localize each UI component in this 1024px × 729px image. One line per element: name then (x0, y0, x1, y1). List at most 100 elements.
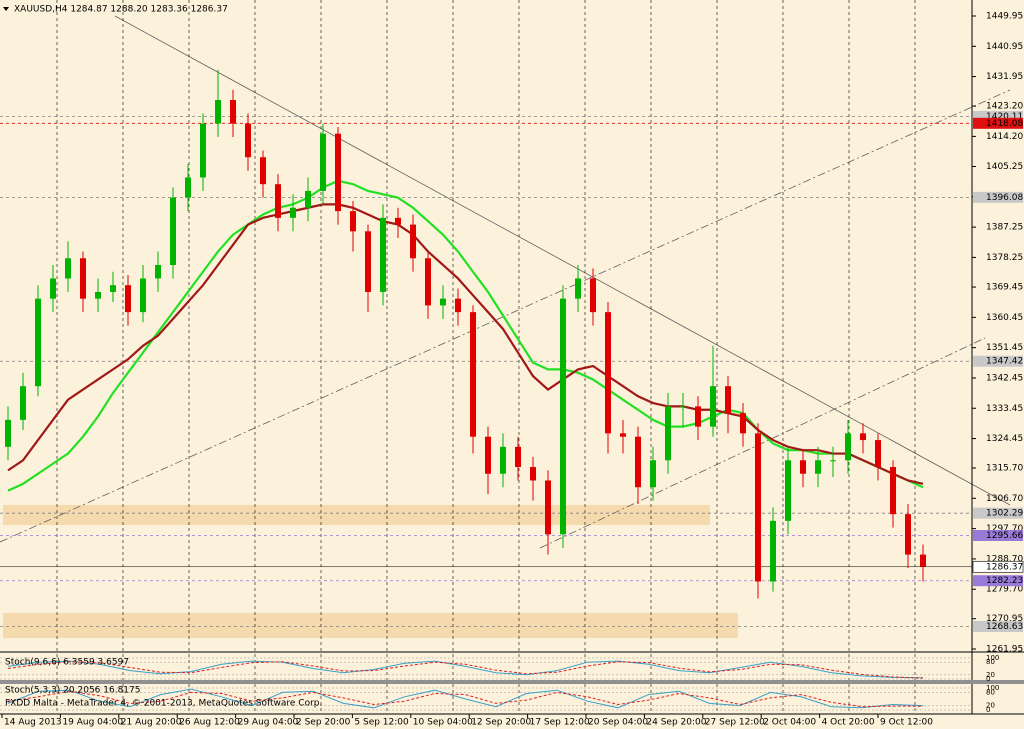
candle-body (170, 197, 176, 265)
candle-body (620, 433, 626, 437)
level-label-box (973, 191, 1023, 203)
y-tick-label: 1279.70 (986, 585, 1023, 595)
candle-body (365, 231, 371, 292)
level-label: 1418.08 (986, 119, 1023, 129)
x-tick-label: 17 Sep 12:00 (530, 718, 590, 728)
candle-body (650, 460, 656, 488)
indicator-title: Stoch(5,3,3) 20.2056 16.8175 (5, 686, 140, 696)
candle-body (905, 514, 911, 555)
support-zone (3, 505, 710, 525)
level-label: 1295.66 (986, 531, 1023, 541)
y-tick-label: 1333.45 (986, 404, 1023, 414)
candle-body (35, 298, 41, 387)
level-label-box (973, 621, 1023, 633)
candle-body (440, 298, 446, 306)
y-tick-label: 1440.95 (986, 42, 1023, 52)
y-tick-label: 1414.20 (986, 132, 1023, 142)
candle-body (875, 440, 881, 468)
x-tick-label: 5 Sep 12:00 (354, 718, 409, 728)
candle-body (5, 419, 11, 447)
candle-body (710, 386, 716, 427)
candle-body (140, 278, 146, 313)
candle-body (245, 123, 251, 158)
y-tick-label: 1324.45 (986, 434, 1023, 444)
copyright: FXDD Malta - MetaTrader 4, © 2001-2013, … (5, 699, 322, 709)
candle-body (545, 480, 551, 535)
y-tick-label: 1423.20 (986, 102, 1023, 112)
indicator-line (7, 690, 924, 708)
x-tick-label: 2 Oct 04:00 (763, 718, 816, 728)
level-label-box (973, 117, 1023, 129)
y-tick-label: 1297.70 (986, 524, 1023, 534)
y-tick-label: 1431.95 (986, 72, 1023, 82)
candle-body (395, 217, 401, 225)
y-tick-label: 20 (986, 671, 995, 679)
level-label-box (973, 575, 1023, 587)
candle-body (845, 433, 851, 461)
candle-body (560, 298, 566, 535)
x-tick-label: 29 Aug 04:00 (238, 718, 299, 728)
y-tick-label: 0 (986, 675, 990, 683)
candle-body (740, 413, 746, 434)
candle-body (155, 264, 161, 279)
x-tick-label: 14 Aug 2013 (4, 718, 62, 728)
support-zone (3, 613, 738, 638)
candle-body (755, 433, 761, 582)
x-tick-label: 20 Sep 04:00 (588, 718, 648, 728)
level-label: 1396.08 (986, 193, 1023, 203)
candle-body (65, 258, 71, 279)
candle-body (605, 312, 611, 434)
candle-body (95, 291, 101, 299)
candle-body (110, 285, 116, 292)
y-tick-label: 1387.25 (986, 223, 1023, 233)
candle-body (425, 258, 431, 306)
candle-body (725, 386, 731, 414)
candle-body (920, 554, 926, 567)
x-tick-label: 19 Aug 04:00 (62, 718, 123, 728)
trendline (0, 89, 1011, 543)
indicator-line (7, 661, 924, 679)
candle-body (665, 406, 671, 461)
candle-body (185, 177, 191, 198)
y-tick-label: 80 (986, 658, 995, 666)
level-label: 1268.63 (986, 622, 1023, 632)
y-tick-label: 1449.95 (986, 12, 1023, 22)
candle-body (590, 278, 596, 313)
candle-body (215, 100, 221, 124)
indicator-line (7, 688, 924, 709)
x-tick-label: 24 Sep 20:00 (646, 718, 706, 728)
candle-body (680, 406, 686, 408)
y-tick-label: 1270.95 (986, 614, 1023, 624)
indicator-line (7, 660, 924, 679)
chart-title: XAUUSD,H4 1284.87 1288.20 1283.36 1286.3… (14, 5, 228, 15)
candle-body (380, 217, 386, 292)
moving-average (7, 203, 924, 485)
level-label-box (973, 529, 1023, 541)
y-tick-label: 1261.95 (986, 645, 1023, 655)
menu-arrow (3, 7, 9, 11)
y-tick-label: 1342.45 (986, 373, 1023, 383)
candle-body (20, 386, 26, 420)
x-tick-label: 9 Oct 12:00 (880, 718, 933, 728)
candle-body (695, 406, 701, 427)
level-label: 1302.29 (986, 509, 1023, 519)
indicator-title: Stoch(9,6,6) 6.3559 3.6597 (5, 658, 129, 668)
level-label-box (973, 355, 1023, 367)
candle-body (275, 184, 281, 218)
trendline (114, 15, 1011, 506)
candle-body (800, 460, 806, 474)
candle-body (230, 100, 236, 124)
candle-body (320, 133, 326, 191)
candle-body (305, 190, 311, 208)
candle-body (290, 207, 296, 218)
y-tick-label: 1360.45 (986, 313, 1023, 323)
y-tick-label: 100 (986, 654, 999, 662)
candle-body (80, 258, 86, 299)
candle-body (410, 224, 416, 259)
x-tick-label: 12 Sep 20:00 (471, 718, 531, 728)
y-tick-label: 1378.25 (986, 253, 1023, 263)
candle-body (350, 211, 356, 232)
y-tick-label: 1288.70 (986, 554, 1023, 564)
